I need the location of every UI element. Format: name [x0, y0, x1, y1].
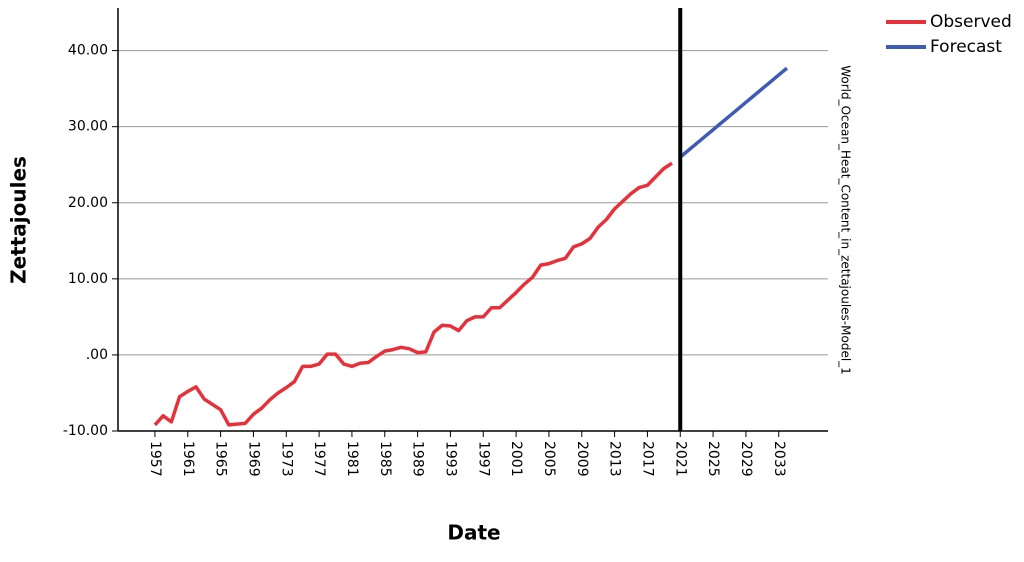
x-tick-label: 1981	[344, 441, 360, 477]
x-tick-label: 1985	[377, 441, 393, 477]
x-tick-label: 1969	[245, 441, 261, 477]
x-tick-label: 2033	[771, 441, 787, 477]
y-tick-label: -10.00	[63, 423, 108, 439]
x-tick-label: 2001	[508, 441, 524, 477]
x-tick-label: 1957	[147, 441, 163, 477]
x-tick-label: 1977	[311, 441, 327, 477]
data-line	[679, 66, 789, 159]
x-tick-label: 2017	[639, 441, 655, 477]
y-tick-label: 10.00	[68, 271, 108, 287]
x-tick-label: 2021	[672, 441, 688, 477]
data-line	[153, 161, 673, 427]
x-tick-label: 1997	[475, 441, 491, 477]
x-tick-label: 1973	[278, 441, 294, 477]
x-tick-label: 2029	[738, 441, 754, 477]
x-tick-label: 1989	[410, 441, 426, 477]
x-axis-label: Date	[447, 521, 500, 545]
x-tick-label: 2013	[607, 441, 623, 477]
x-tick-label: 1965	[213, 441, 229, 477]
x-tick-label: 2025	[705, 441, 721, 477]
y-tick-label: .00	[86, 347, 108, 363]
x-tick-label: 2005	[541, 441, 557, 477]
y-axis-label: Zettajoules	[7, 156, 31, 284]
legend-label: Observed	[930, 12, 1012, 32]
x-tick-label: 1993	[442, 441, 458, 477]
legend-label: Forecast	[930, 37, 1002, 57]
y-tick-label: 40.00	[68, 43, 108, 59]
y-tick-label: 30.00	[68, 119, 108, 135]
x-tick-label: 1961	[180, 441, 196, 477]
x-tick-label: 2009	[574, 441, 590, 477]
right-label: World_Ocean_Heat_Content_in_zettajoules-…	[839, 65, 853, 375]
y-tick-label: 20.00	[68, 195, 108, 211]
